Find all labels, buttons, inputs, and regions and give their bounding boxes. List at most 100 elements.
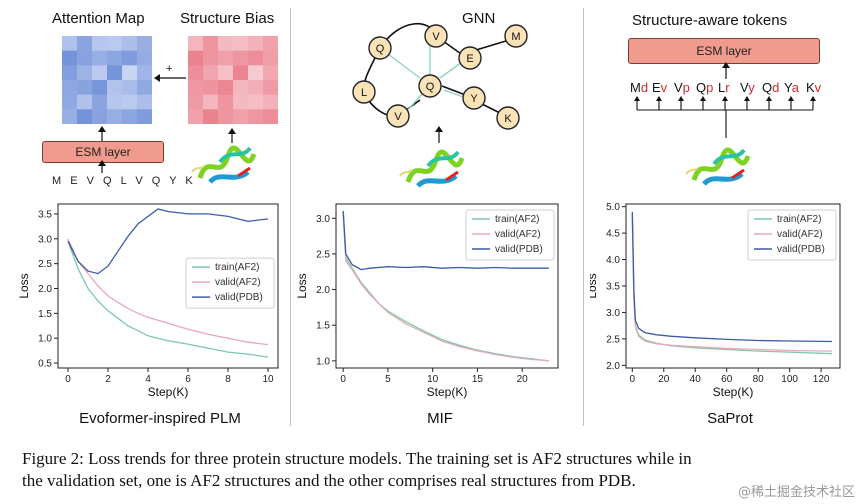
gnn-node-label: M xyxy=(511,31,520,43)
series-line-valid-af2 xyxy=(342,214,550,362)
x-tick-label: 120 xyxy=(813,374,830,385)
y-tick-label: 2.5 xyxy=(606,334,620,345)
y-tick-label: 1.0 xyxy=(316,356,330,367)
y-axis-label: Loss xyxy=(296,273,309,298)
plus-arrow: + xyxy=(154,63,186,82)
heatmap-cell xyxy=(77,65,93,81)
legend-box xyxy=(185,257,275,309)
x-tick-label: 5 xyxy=(385,374,391,385)
token-arrowhead xyxy=(744,96,750,101)
gnn-node-label: Q xyxy=(426,81,435,93)
heatmap-cell xyxy=(107,36,123,52)
up-arrow xyxy=(98,160,106,173)
y-tick-label: 1.5 xyxy=(316,321,330,332)
token-arrowhead xyxy=(766,96,772,101)
x-tick-label: 20 xyxy=(658,374,670,385)
heatmap-cell xyxy=(203,94,219,110)
structure-token: Kv xyxy=(806,80,821,95)
heatmap-cell xyxy=(218,36,234,52)
y-tick-label: 1.0 xyxy=(38,334,52,345)
token-residue: V xyxy=(740,80,749,95)
heatmap-cell xyxy=(122,94,138,110)
heatmap-cell xyxy=(92,94,108,110)
token-arrowhead xyxy=(700,96,706,101)
legend-label: train(AF2) xyxy=(215,262,259,273)
esm-layer-box: ESM layer xyxy=(628,38,820,64)
figure-2: Attention Map Structure Bias + ESM layer… xyxy=(18,8,841,427)
heatmap-cell xyxy=(188,94,204,110)
structure-token: Lr xyxy=(718,80,730,95)
token-residue: M xyxy=(630,80,641,95)
x-tick-label: 60 xyxy=(721,374,733,385)
series-line-valid-af2 xyxy=(67,238,269,346)
heatmap-cell xyxy=(122,36,138,52)
y-tick-label: 3.5 xyxy=(38,209,52,220)
heatmap-cell xyxy=(218,65,234,81)
structure-bias-label: Structure Bias xyxy=(180,10,275,27)
legend-box xyxy=(747,209,837,261)
x-tick-label: 6 xyxy=(185,374,191,385)
structure-token: Qp xyxy=(696,80,713,95)
series-line-valid-af2 xyxy=(631,217,833,352)
series-line-train-af2 xyxy=(342,211,550,362)
y-tick-label: 3.5 xyxy=(606,282,620,293)
x-axis-label: Step(K) xyxy=(427,385,468,399)
heatmap-cell xyxy=(218,109,234,124)
heatmap-cell xyxy=(137,50,152,66)
gnn-graph: Q V E M L Q Y V K xyxy=(352,23,528,130)
heatmap-cell xyxy=(233,50,249,66)
gnn-node xyxy=(352,80,376,104)
legend-box xyxy=(465,209,555,261)
token-structure: y xyxy=(748,80,755,95)
heatmap-cell xyxy=(233,94,249,110)
heatmap-cell xyxy=(203,65,219,81)
heatmap-cell xyxy=(233,65,249,81)
up-arrow xyxy=(228,128,236,143)
gnn-node xyxy=(424,24,448,48)
legend-label: valid(PDB) xyxy=(777,244,825,255)
gnn-node xyxy=(458,46,482,70)
gnn-node-label: E xyxy=(466,53,473,65)
heatmap-cell xyxy=(107,65,123,81)
token-residue: Y xyxy=(784,80,792,95)
heatmap-cell xyxy=(218,50,234,66)
gnn-node-label: Y xyxy=(470,93,478,105)
x-tick-label: 80 xyxy=(753,374,765,385)
heatmap-cell xyxy=(77,50,93,66)
heatmap-cell xyxy=(218,94,234,110)
y-tick-label: 5.0 xyxy=(606,202,620,213)
structure-token: Vp xyxy=(674,80,690,95)
gnn-node xyxy=(418,74,442,98)
heatmap-cell xyxy=(107,50,123,66)
legend-label: valid(PDB) xyxy=(495,244,543,255)
legend-label: train(AF2) xyxy=(777,214,821,225)
gnn-node-label: L xyxy=(361,87,367,99)
structure-token: Vy xyxy=(740,80,755,95)
token-residue: K xyxy=(806,80,815,95)
y-tick-label: 4.0 xyxy=(606,255,620,266)
series-line-valid-pdb xyxy=(67,208,269,275)
plot-frame xyxy=(57,203,279,369)
y-tick-label: 2.0 xyxy=(38,284,52,295)
heatmap-cell xyxy=(203,80,219,96)
token-arrowhead xyxy=(656,96,662,101)
token-structure: a xyxy=(791,80,799,95)
x-axis-label: Step(K) xyxy=(713,385,754,399)
up-arrow xyxy=(98,126,106,141)
legend-label: valid(AF2) xyxy=(777,229,823,240)
structure-token: Md xyxy=(630,80,648,95)
token-residue: L xyxy=(718,80,726,95)
heatmap-cell xyxy=(77,80,93,96)
heatmap-cell xyxy=(233,36,249,52)
heatmap-cell xyxy=(248,65,264,81)
esm-layer-box: ESM layer xyxy=(42,141,164,163)
structure-token: Ev xyxy=(652,80,667,95)
x-tick-label: 0 xyxy=(65,374,71,385)
x-tick-label: 40 xyxy=(690,374,702,385)
heatmap-cell xyxy=(263,80,278,96)
plus-sign: + xyxy=(166,63,172,75)
heatmap-cell xyxy=(248,94,264,110)
x-tick-label: 15 xyxy=(472,374,484,385)
heatmap-cell xyxy=(263,65,278,81)
x-tick-label: 10 xyxy=(427,374,439,385)
